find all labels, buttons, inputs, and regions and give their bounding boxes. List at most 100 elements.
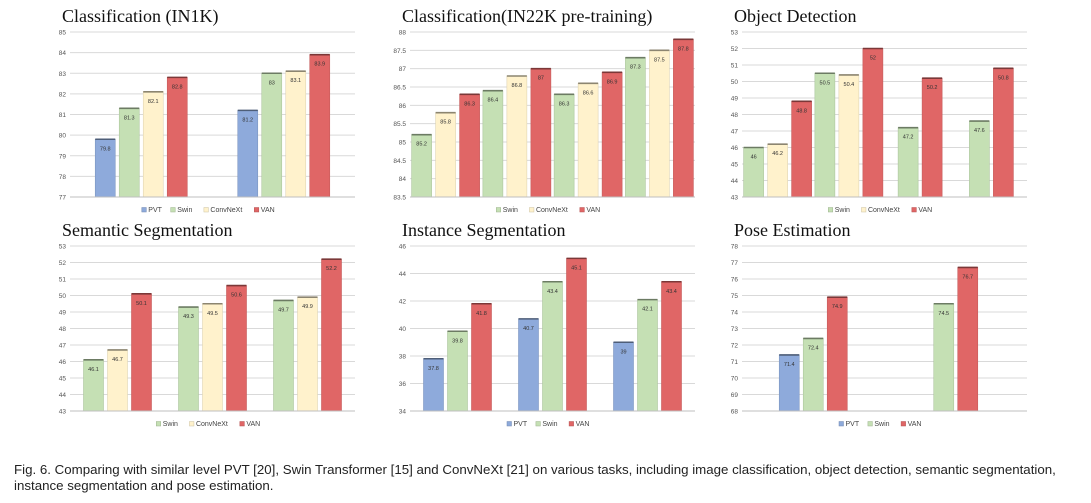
data-label: 81.2 [242, 117, 253, 123]
data-label: 37.8 [428, 366, 439, 372]
legend-label-swin: Swin [835, 207, 850, 214]
y-tick-label: 84.5 [393, 158, 406, 165]
bar-swin [542, 281, 563, 412]
y-tick-label: 76 [731, 277, 739, 284]
bar-swin [553, 94, 575, 198]
data-label: 50.5 [820, 80, 831, 86]
y-tick-label: 44 [731, 178, 739, 185]
legend-label-van: VAN [246, 421, 260, 428]
bar-convnext [649, 50, 670, 198]
chart-panel-pose-estimation: Pose Estimation 68 69 70 71 72 73 74 75 76 77 78 71… [712, 220, 1032, 435]
data-label: 81.3 [124, 115, 135, 121]
bar-convnext [506, 75, 528, 198]
chart-semantic-segmentation: 43 44 45 46 47 48 49 50 51 52 53 46.1 46.7 50.1 49.3 49… [59, 244, 355, 428]
y-tick-label: 85 [59, 30, 67, 37]
bar-van [309, 54, 331, 198]
legend-label-swin: Swin [542, 421, 557, 428]
legend: PVT Swin VAN [506, 421, 589, 428]
legend: Swin ConvNeXt VAN [156, 421, 260, 428]
y-tick-label: 79 [59, 153, 67, 160]
data-label: 71.4 [784, 362, 795, 368]
chart-title: Classification(IN22K pre-training) [402, 6, 653, 26]
data-label: 46.1 [88, 367, 99, 373]
y-tick-label: 73 [731, 326, 739, 333]
bar-convnext [142, 91, 164, 198]
y-tick-label: 82 [59, 91, 67, 98]
bar-van [566, 258, 587, 412]
data-label: 83.9 [314, 62, 325, 68]
y-tick-label: 85.5 [393, 121, 406, 128]
bar-van [166, 77, 188, 198]
legend-label-swin: Swin [163, 421, 178, 428]
y-tick-label: 50 [731, 79, 739, 86]
data-label: 39.8 [452, 338, 463, 344]
chart-classification-in22k: 83.5 84 84.5 85 85.5 86 86.5 87 87.5 88 85.2 85.8 86… [393, 30, 695, 214]
chart-panel-semantic-segmentation: Semantic Segmentation 43 44 45 46 47 48 49 50 51… [40, 220, 360, 435]
chart-panel-classification-in22k: Classification(IN22K pre-training) 83.5 8… [380, 6, 700, 221]
data-label: 46.2 [772, 151, 783, 157]
legend: PVT Swin ConvNeXt VAN [141, 207, 275, 214]
bar-convnext [297, 296, 318, 412]
bar-swin [637, 299, 658, 412]
y-tick-label: 46 [731, 145, 739, 152]
y-tick-label: 53 [59, 244, 67, 251]
y-tick-label: 46 [399, 244, 407, 251]
y-tick-label: 51 [59, 277, 67, 284]
y-tick-label: 45 [59, 376, 67, 383]
data-label: 43.4 [666, 289, 677, 295]
chart-title: Pose Estimation [734, 220, 851, 240]
bar-van [673, 39, 694, 198]
bar-swin [118, 108, 140, 198]
data-label: 87.8 [678, 46, 689, 52]
y-tick-label: 75 [731, 293, 739, 300]
legend-swatch-swin [535, 421, 541, 427]
data-label: 87.5 [654, 57, 665, 63]
legend-label-swin: Swin [874, 421, 889, 428]
legend-swatch-swin [867, 421, 873, 427]
legend-label-pvt: PVT [846, 421, 860, 428]
y-tick-label: 47 [59, 343, 67, 350]
legend-swatch-convnext [189, 421, 195, 427]
data-label: 87.3 [630, 65, 641, 71]
chart-classification-in1k: 77 78 79 80 81 82 83 84 85 79.8 81.3 82.1 82.8 81.2 83… [59, 30, 355, 214]
data-label: 82.8 [172, 84, 183, 90]
y-tick-label: 68 [731, 409, 739, 416]
legend-label-convnext: ConvNeXt [196, 421, 228, 428]
bar-van [957, 267, 979, 412]
bar-van [791, 101, 812, 198]
legend-swatch-convnext [203, 207, 209, 213]
y-tick-label: 84 [59, 50, 67, 57]
data-label: 76.7 [962, 274, 973, 280]
legend: Swin ConvNeXt VAN [496, 207, 600, 214]
chart-pose-estimation: 68 69 70 71 72 73 74 75 76 77 78 71.4 72.4 74.9 74.5 76… [731, 244, 1027, 428]
data-label: 86.9 [607, 79, 618, 85]
bar-swin [482, 90, 504, 198]
bar-convnext [285, 70, 307, 198]
y-tick-label: 86 [399, 103, 407, 110]
chart-instance-segmentation: 34 36 38 40 42 44 46 37.8 39.8 41.8 40.7 43.4 45.1 39… [399, 244, 695, 428]
data-label: 86.3 [559, 101, 570, 107]
data-label: 83.1 [290, 78, 301, 84]
y-tick-label: 80 [59, 133, 67, 140]
legend-label-convnext: ConvNeXt [868, 207, 900, 214]
y-tick-label: 45 [731, 162, 739, 169]
data-label: 49.7 [278, 307, 289, 313]
legend-label-pvt: PVT [514, 421, 528, 428]
y-tick-label: 77 [731, 260, 739, 267]
y-tick-label: 49 [59, 310, 67, 317]
chart-title: Object Detection [734, 6, 857, 26]
data-label: 74.5 [938, 311, 949, 317]
data-label: 49.5 [207, 311, 218, 317]
y-tick-label: 43 [59, 409, 67, 416]
y-tick-label: 50 [59, 293, 67, 300]
legend-swatch-convnext [529, 207, 535, 213]
y-tick-label: 49 [731, 96, 739, 103]
y-tick-label: 88 [399, 30, 407, 37]
y-tick-label: 77 [59, 195, 67, 202]
y-tick-label: 72 [731, 343, 739, 350]
legend-swatch-swin [156, 421, 161, 427]
legend-label-pvt: PVT [148, 207, 162, 214]
y-tick-label: 81 [59, 112, 67, 119]
legend-label-van: VAN [908, 421, 922, 428]
bar-van [226, 285, 247, 412]
